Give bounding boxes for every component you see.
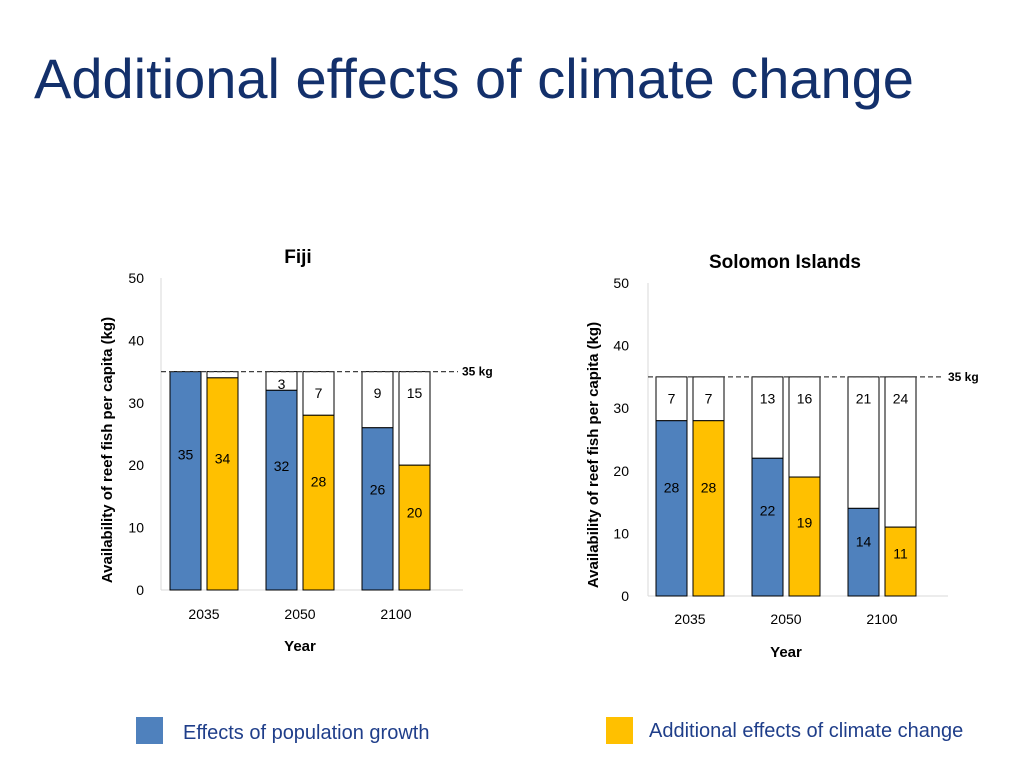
solomon-y-tick-label: 10 xyxy=(613,525,629,541)
fiji-bar-value-label: 34 xyxy=(215,450,231,466)
solomon-bar-value-label: 28 xyxy=(701,479,717,495)
solomon-bar-population xyxy=(655,420,688,597)
solomon-gap-value-label: 13 xyxy=(760,390,776,406)
solomon-bar-climate xyxy=(788,476,821,597)
fiji-bar-value-label: 20 xyxy=(407,505,423,521)
solomon-gap-value-label: 7 xyxy=(705,390,713,406)
fiji-y-tick-label: 20 xyxy=(128,457,144,473)
solomon-y-tick-label: 20 xyxy=(613,463,629,479)
solomon-bar-value-label: 11 xyxy=(893,545,908,561)
fiji-x-tick-label: 2050 xyxy=(284,606,315,622)
fiji-bar-climate xyxy=(302,414,335,591)
solomon-bar-value-label: 14 xyxy=(856,534,872,550)
fiji-x-tick-label: 2035 xyxy=(188,606,219,622)
solomon-x-axis-label: Year xyxy=(770,644,802,661)
solomon-gap-value-label: 16 xyxy=(797,390,813,406)
fiji-gap-value-label: 3 xyxy=(278,376,286,392)
legend-label-climate: Additional effects of climate change xyxy=(649,720,964,742)
fiji-y-tick-label: 0 xyxy=(136,582,144,598)
solomon-x-tick-label: 2035 xyxy=(674,611,705,627)
solomon-gap-segment xyxy=(692,376,725,422)
solomon-bar-population xyxy=(847,507,880,597)
fiji-y-tick-label: 10 xyxy=(128,520,144,536)
solomon-y-tick-label: 40 xyxy=(613,338,629,354)
fiji-bar-value-label: 32 xyxy=(274,458,290,474)
fiji-bar-climate xyxy=(398,464,431,591)
fiji-bar-population xyxy=(361,427,394,591)
solomon-x-tick-label: 2050 xyxy=(770,611,801,627)
solomon-gap-value-label: 7 xyxy=(668,390,676,406)
legend-swatch-climate xyxy=(606,717,633,744)
solomon-gap-segment xyxy=(751,376,784,459)
solomon-gap-value-label: 21 xyxy=(856,390,872,406)
fiji-bar-value-label: 35 xyxy=(178,447,194,463)
solomon-bar-climate xyxy=(692,420,725,597)
fiji-bar-value-label: 28 xyxy=(311,474,327,490)
fiji-y-axis-label: Availability of reef fish per capita (kg… xyxy=(99,317,116,583)
solomon-bar-value-label: 28 xyxy=(664,479,680,495)
solomon-bar-climate xyxy=(884,526,917,597)
fiji-y-tick-label: 30 xyxy=(128,395,144,411)
fiji-reference-label: 35 kg xyxy=(462,365,493,379)
fiji-x-tick-label: 2100 xyxy=(380,606,411,622)
solomon-y-tick-label: 30 xyxy=(613,400,629,416)
legend-label-population: Effects of population growth xyxy=(183,722,430,744)
fiji-gap-segment xyxy=(361,371,394,429)
fiji-bar-population xyxy=(169,371,202,591)
solomon-chart-title: Solomon Islands xyxy=(709,252,861,273)
solomon-bar-value-label: 19 xyxy=(797,514,813,530)
legend-swatch-population xyxy=(136,717,163,744)
solomon-gap-segment xyxy=(788,376,821,478)
solomon-bar-population xyxy=(751,457,784,597)
fiji-gap-value-label: 7 xyxy=(315,385,323,401)
slide-title: Additional effects of climate change xyxy=(34,47,914,110)
fiji-bar-value-label: 26 xyxy=(370,481,386,497)
fiji-bar-climate xyxy=(206,377,239,591)
fiji-gap-value-label: 9 xyxy=(374,385,382,401)
solomon-bar-value-label: 22 xyxy=(760,503,776,519)
fiji-bar-population xyxy=(265,389,298,591)
fiji-y-tick-label: 50 xyxy=(128,270,144,286)
solomon-y-tick-label: 50 xyxy=(613,275,629,291)
solomon-gap-segment xyxy=(655,376,688,422)
solomon-gap-value-label: 24 xyxy=(893,390,909,406)
solomon-x-tick-label: 2100 xyxy=(866,611,897,627)
solomon-gap-segment xyxy=(884,376,917,528)
solomon-y-axis-label: Availability of reef fish per capita (kg… xyxy=(585,322,602,588)
fiji-y-tick-label: 40 xyxy=(128,332,144,348)
solomon-gap-segment xyxy=(847,376,880,509)
fiji-gap-segment xyxy=(398,371,431,466)
solomon-reference-label: 35 kg xyxy=(948,370,979,384)
fiji-gap-value-label: 15 xyxy=(407,385,423,401)
fiji-x-axis-label: Year xyxy=(284,638,316,655)
fiji-chart-title: Fiji xyxy=(284,247,311,268)
solomon-y-tick-label: 0 xyxy=(621,588,629,604)
